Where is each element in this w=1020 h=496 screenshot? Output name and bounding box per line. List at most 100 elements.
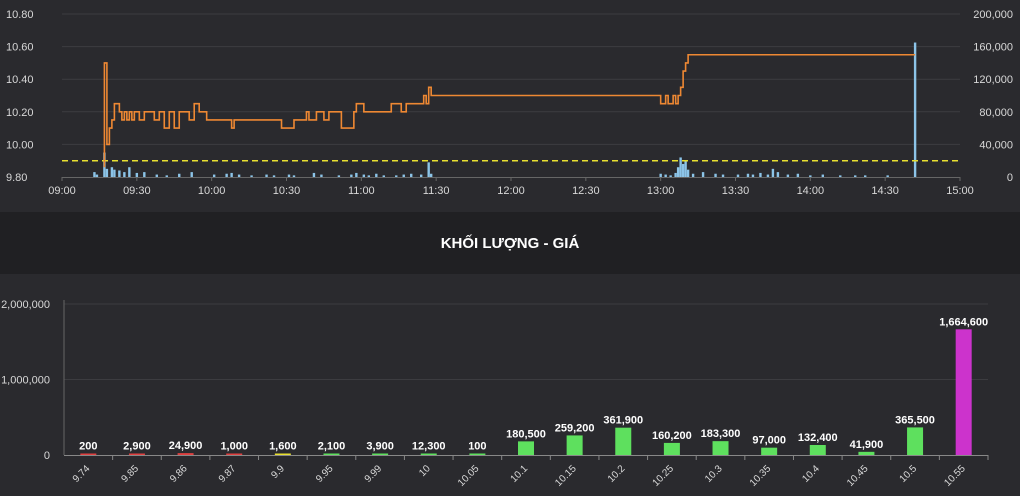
- volume-bar: [362, 174, 366, 177]
- volume-bar: [178, 173, 181, 177]
- y-tick-label: 1,000,000: [1, 375, 50, 387]
- x-tick-label: 13:30: [722, 185, 750, 197]
- volume-bar: [226, 453, 243, 455]
- bar-value-label: 2,900: [123, 441, 151, 453]
- volume-bar: [375, 173, 378, 177]
- bar-value-label: 361,900: [603, 415, 643, 427]
- volume-bar: [272, 175, 276, 177]
- x-tick-label: 10.55: [942, 463, 968, 489]
- volume-bar: [177, 453, 194, 455]
- volume-bar: [135, 172, 139, 177]
- volume-bar: [746, 173, 750, 177]
- x-tick-label: 10.4: [800, 463, 822, 485]
- x-tick-label: 9.86: [168, 463, 190, 485]
- volume-bar: [287, 174, 291, 177]
- x-tick-label: 11:30: [423, 185, 450, 197]
- volume-bar: [469, 453, 486, 455]
- bar-value-label: 200: [79, 441, 97, 453]
- volume-bar: [155, 174, 158, 177]
- y-right-tick-label: 80,000: [979, 107, 1013, 119]
- volume-bar: [736, 174, 740, 177]
- volume-bar: [766, 174, 770, 177]
- volume-bar: [681, 163, 685, 177]
- x-tick-label: 10:00: [198, 185, 226, 197]
- volume-bar: [118, 170, 121, 177]
- volume-bar: [615, 427, 632, 455]
- volume-bar: [292, 175, 296, 177]
- y-left-tick-label: 10.80: [6, 9, 34, 21]
- volume-bar: [237, 174, 241, 177]
- volume-bar: [669, 175, 672, 177]
- volume-bar: [265, 174, 268, 177]
- y-left-tick-label: 9.80: [6, 172, 27, 184]
- x-tick-label: 9.99: [363, 463, 385, 485]
- bar-value-label: 259,200: [555, 422, 595, 434]
- volume-bar: [225, 173, 228, 177]
- volume-bar: [420, 453, 437, 455]
- x-tick-label: 11:00: [348, 185, 375, 197]
- volume-bar: [320, 174, 323, 177]
- volume-bar: [886, 175, 889, 177]
- bar-value-label: 3,900: [366, 441, 394, 453]
- y-tick-label: 2,000,000: [1, 299, 50, 311]
- bar-value-label: 100: [468, 441, 486, 453]
- volume-bar: [809, 175, 812, 177]
- volume-bar: [128, 167, 131, 177]
- volume-bar: [337, 175, 341, 177]
- y-left-tick-label: 10.40: [6, 74, 34, 86]
- x-tick-label: 13:00: [647, 185, 675, 197]
- x-tick-label: 10.45: [845, 463, 871, 489]
- bar-value-label: 12,300: [412, 441, 446, 453]
- bar-value-label: 180,500: [506, 428, 546, 440]
- volume-bar: [691, 173, 695, 177]
- volume-bar: [821, 174, 825, 177]
- y-tick-label: 0: [44, 450, 50, 462]
- volume-bar: [686, 169, 690, 177]
- bar-value-label: 2,100: [318, 441, 346, 453]
- x-tick-label: 09:00: [48, 185, 76, 197]
- x-tick-label: 14:30: [871, 185, 899, 197]
- x-tick-label: 14:00: [797, 185, 825, 197]
- volume-bar: [105, 168, 109, 177]
- volume-bar: [761, 447, 778, 455]
- bar-value-label: 132,400: [798, 432, 838, 444]
- volume-bar: [771, 168, 775, 177]
- x-tick-label: 10.25: [651, 463, 677, 489]
- y-right-tick-label: 200,000: [973, 9, 1013, 21]
- volume-bar: [676, 167, 680, 177]
- volume-price-header: [0, 212, 1020, 274]
- volume-bar: [907, 427, 924, 455]
- volume-bar: [796, 173, 800, 177]
- volume-bar: [518, 441, 534, 455]
- volume-bar: [402, 174, 405, 177]
- volume-bar: [93, 172, 96, 177]
- volume-bar: [250, 175, 253, 177]
- x-tick-label: 12:30: [572, 185, 600, 197]
- volume-bar: [659, 173, 662, 177]
- volume-bar: [913, 42, 917, 178]
- volume-bar: [701, 172, 705, 177]
- volume-bar: [113, 169, 116, 177]
- x-tick-label: 9.95: [314, 463, 336, 485]
- volume-bar: [714, 173, 717, 177]
- volume-bar: [759, 172, 762, 177]
- bar-value-label: 160,200: [652, 430, 692, 442]
- y-left-tick-label: 10.60: [6, 42, 34, 54]
- y-right-tick-label: 160,000: [973, 42, 1013, 54]
- x-tick-label: 9.87: [217, 463, 239, 485]
- y-right-tick-label: 0: [1007, 172, 1013, 184]
- volume-bar: [382, 175, 385, 177]
- volume-bar: [684, 160, 687, 177]
- price-line: [103, 53, 916, 168]
- volume-bar: [429, 173, 433, 177]
- volume-bar: [123, 172, 126, 177]
- volume-bar: [955, 329, 972, 455]
- x-tick-label: 15:00: [946, 185, 974, 197]
- x-tick-label: 9.74: [71, 463, 93, 485]
- volume-bar: [350, 174, 353, 177]
- volume-bar: [664, 174, 667, 177]
- y-right-tick-label: 40,000: [979, 139, 1013, 151]
- volume-bar: [410, 173, 413, 177]
- x-tick-label: 10.5: [898, 463, 920, 485]
- volume-bar: [420, 174, 423, 177]
